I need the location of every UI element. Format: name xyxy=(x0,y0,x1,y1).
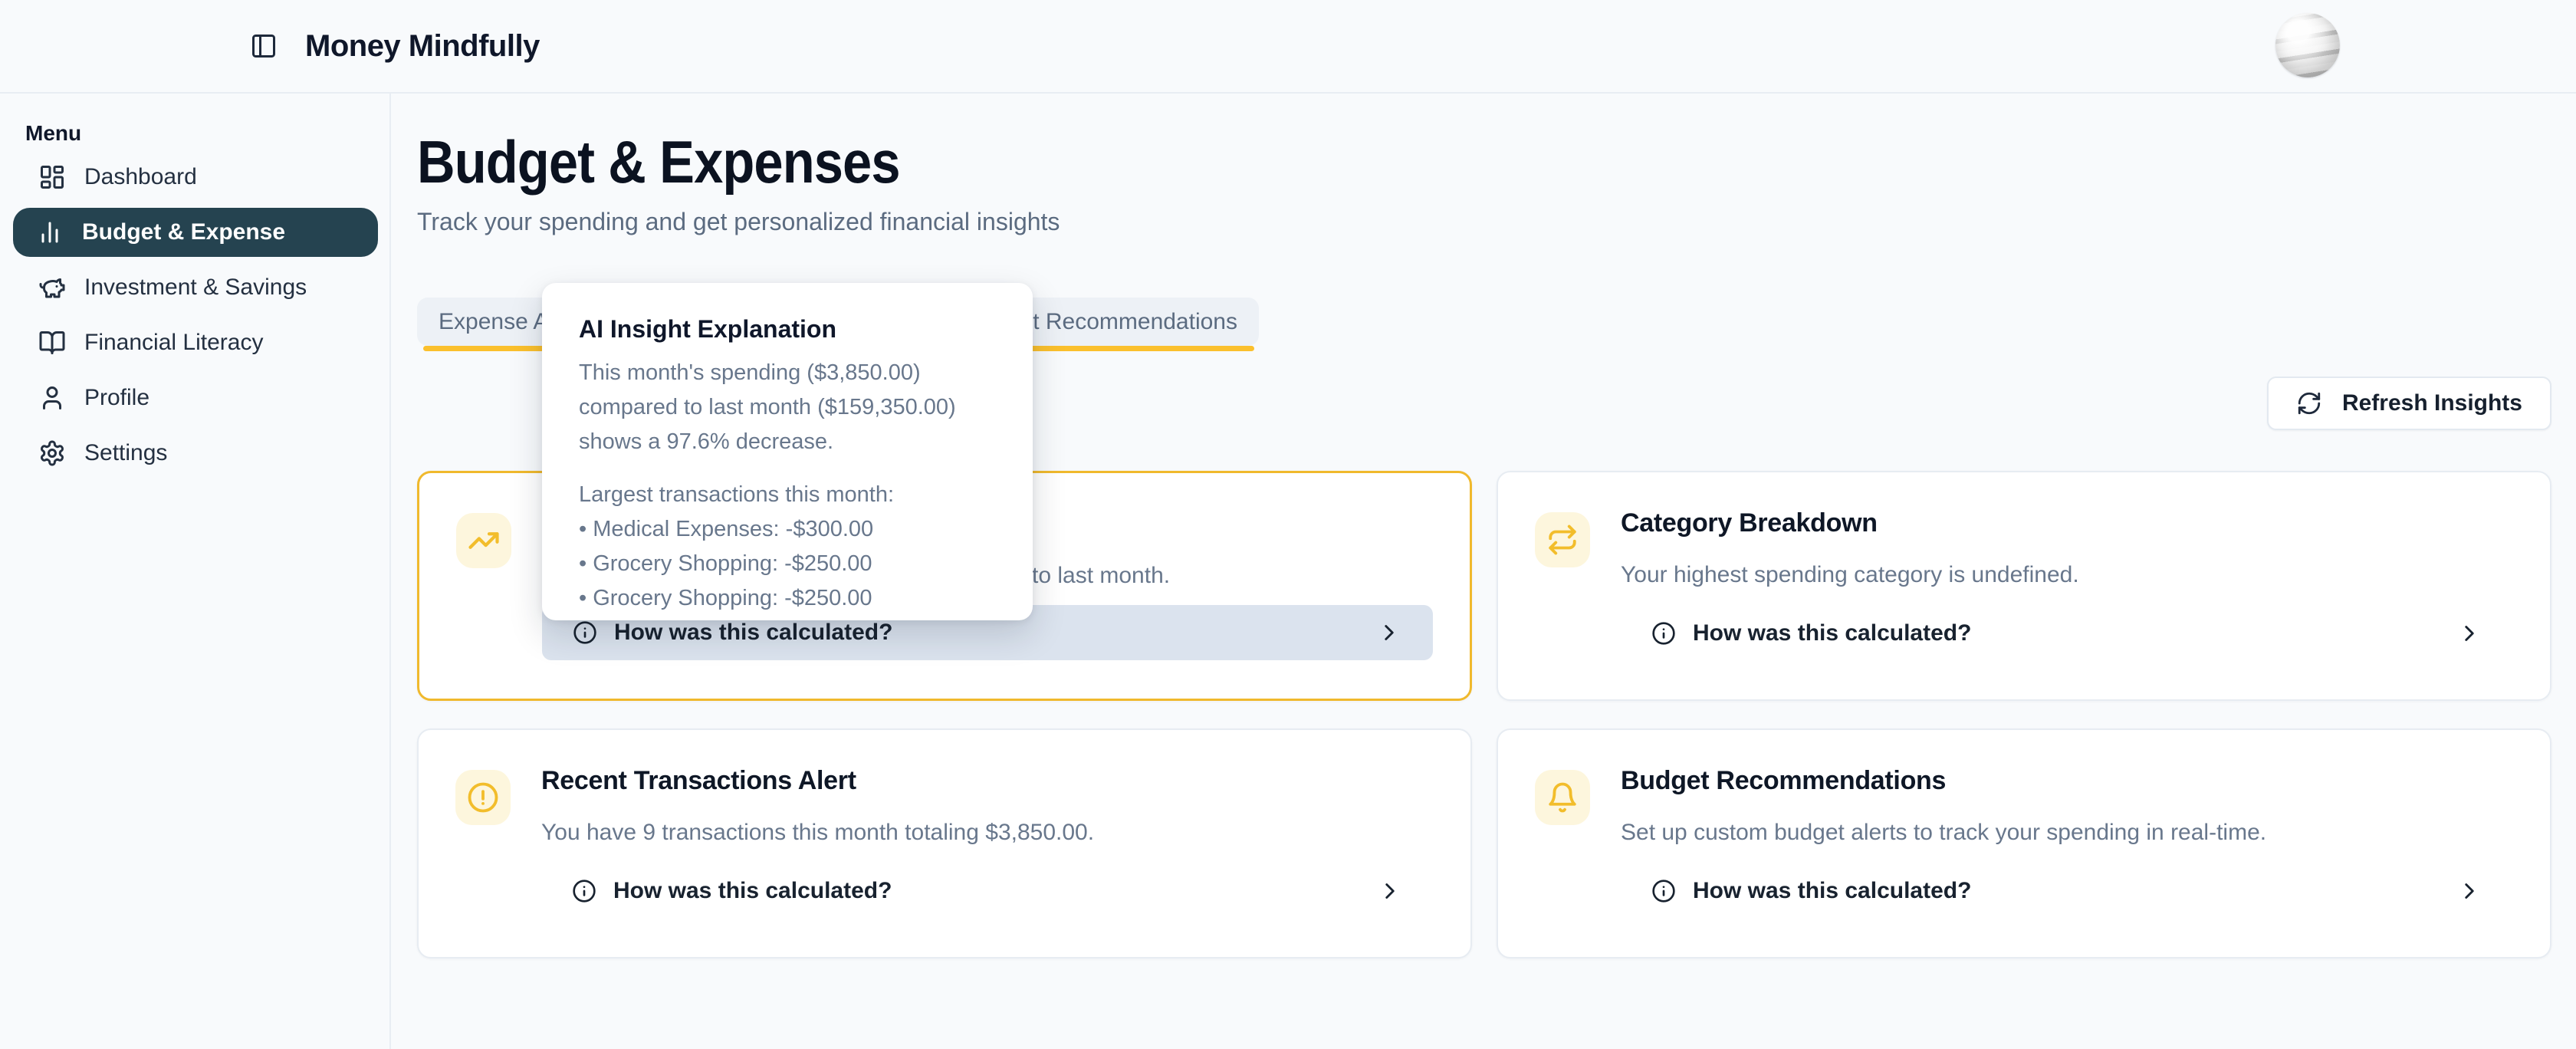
app-title: Money Mindfully xyxy=(305,28,540,63)
card-content: Recent Transactions Alert You have 9 tra… xyxy=(541,764,1434,919)
how-calculated-button[interactable]: How was this calculated? xyxy=(1621,606,2513,661)
sidebar-menu-label: Menu xyxy=(25,121,82,145)
tooltip-paragraph: This month's spending ($3,850.00) compar… xyxy=(579,360,956,454)
insight-card-budget-recommendations: Budget Recommendations Set up custom bud… xyxy=(1497,728,2551,959)
how-calculated-label: How was this calculated? xyxy=(614,620,893,646)
sidebar-item-label: Settings xyxy=(84,440,168,465)
refresh-insights-label: Refresh Insights xyxy=(2341,390,2522,416)
card-content: Budget Recommendations Set up custom bud… xyxy=(1621,764,2513,919)
chevron-right-icon xyxy=(2456,878,2482,904)
tooltip-list-heading: Largest transactions this month: xyxy=(579,482,895,507)
chevron-right-icon xyxy=(1376,620,1402,646)
info-icon xyxy=(1651,879,1676,903)
sidebar-toggle-button[interactable] xyxy=(247,29,281,63)
chevron-right-icon xyxy=(2456,620,2482,646)
refresh-icon xyxy=(2296,390,2322,416)
tooltip-bullet: • Grocery Shopping: -$250.00 xyxy=(579,551,872,576)
page-subtitle: Track your spending and get personalized… xyxy=(417,208,1060,236)
panel-left-icon xyxy=(250,32,278,60)
how-calculated-label: How was this calculated? xyxy=(613,878,892,904)
how-calculated-label: How was this calculated? xyxy=(1693,620,1972,646)
refresh-insights-button[interactable]: Refresh Insights xyxy=(2266,377,2551,431)
sidebar-item-label: Financial Literacy xyxy=(84,330,264,355)
card-title: Recent Transactions Alert xyxy=(541,766,856,796)
ai-insight-tooltip: AI Insight Explanation This month's spen… xyxy=(542,283,1033,620)
gear-icon xyxy=(38,439,66,467)
repeat-icon xyxy=(1535,512,1590,568)
info-icon xyxy=(572,879,596,903)
tooltip-title: AI Insight Explanation xyxy=(579,315,837,343)
card-title: Budget Recommendations xyxy=(1621,766,1947,796)
card-description: to last month. xyxy=(1032,563,1171,589)
card-title: Category Breakdown xyxy=(1621,508,1878,538)
actions-row: Refresh Insights xyxy=(417,377,2551,431)
how-calculated-button[interactable]: How was this calculated? xyxy=(541,863,1434,919)
tooltip-bullet: • Grocery Shopping: -$250.00 xyxy=(579,586,872,610)
insight-card-category-breakdown: Category Breakdown Your highest spending… xyxy=(1497,471,2551,702)
sidebar-nav: Dashboard Budget & Expense Investment & … xyxy=(0,150,389,481)
sidebar-item-label: Profile xyxy=(84,385,150,410)
sidebar-item-settings[interactable]: Settings xyxy=(13,426,378,481)
book-open-icon xyxy=(38,329,66,357)
chevron-right-icon xyxy=(1377,878,1403,904)
sidebar-item-financial-literacy[interactable]: Financial Literacy xyxy=(13,315,378,370)
sidebar-item-label: Investment & Savings xyxy=(84,275,307,300)
insight-card-recent-transactions: Recent Transactions Alert You have 9 tra… xyxy=(417,728,1472,959)
sidebar-item-label: Budget & Expense xyxy=(82,219,286,245)
card-description: Set up custom budget alerts to track you… xyxy=(1621,820,2267,846)
sidebar: Menu Dashboard Budget & Expense Investme… xyxy=(0,94,391,1049)
card-content: Category Breakdown Your highest spending… xyxy=(1621,506,2513,661)
sidebar-item-label: Dashboard xyxy=(84,164,197,189)
user-icon xyxy=(38,384,66,412)
alert-circle-icon xyxy=(455,770,511,826)
sidebar-item-budget-expense[interactable]: Budget & Expense xyxy=(13,208,378,257)
card-description: Your highest spending category is undefi… xyxy=(1621,562,2079,588)
sidebar-item-dashboard[interactable]: Dashboard xyxy=(13,150,378,205)
top-bar: Money Mindfully xyxy=(0,0,2576,94)
trending-up-icon xyxy=(456,513,511,569)
bell-icon xyxy=(1535,770,1590,826)
sidebar-item-profile[interactable]: Profile xyxy=(13,370,378,426)
avatar[interactable] xyxy=(2275,13,2340,77)
info-icon xyxy=(1651,621,1676,646)
bar-chart-icon xyxy=(36,219,64,246)
page-title: Budget & Expenses xyxy=(417,128,901,196)
dashboard-icon xyxy=(38,163,66,191)
card-description: You have 9 transactions this month total… xyxy=(541,820,1095,846)
tooltip-bullet: • Medical Expenses: -$300.00 xyxy=(579,517,874,541)
how-calculated-button[interactable]: How was this calculated? xyxy=(1621,863,2513,919)
how-calculated-label: How was this calculated? xyxy=(1693,878,1972,904)
sidebar-item-investment-savings[interactable]: Investment & Savings xyxy=(13,260,378,315)
piggy-bank-icon xyxy=(38,274,66,301)
info-icon xyxy=(573,620,597,645)
